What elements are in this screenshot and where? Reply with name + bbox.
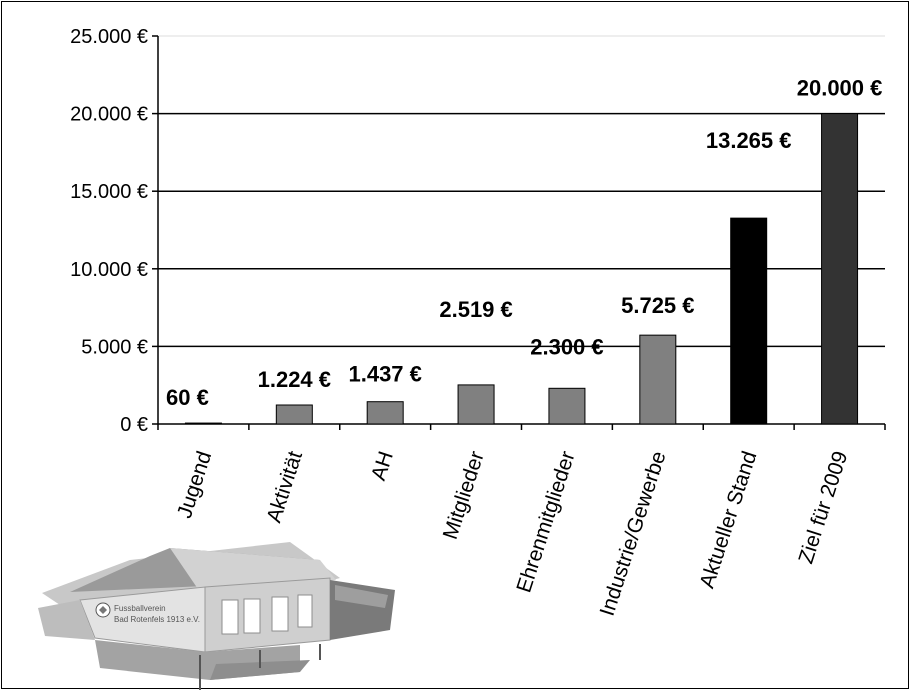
category-label: AH [367, 448, 398, 483]
logo-text-2: Bad Rotenfels 1913 e.V. [114, 615, 200, 624]
y-tick-label: 10.000 € [70, 259, 148, 281]
data-label: 20.000 € [797, 76, 883, 101]
category-label: Ziel für 2009 [794, 448, 852, 566]
bar-mitglieder [457, 384, 495, 425]
bar-industrie-gewerbe [639, 334, 677, 425]
y-tick-label: 25.000 € [70, 26, 148, 48]
bar-ehrenmitglieder [548, 387, 586, 425]
y-tick-labels: 0 € 5.000 € 10.000 € 15.000 € 20.000 € 25.000… [70, 26, 148, 436]
category-label: Industrie/Gewerbe [596, 448, 671, 618]
category-label: Mitglieder [439, 448, 489, 542]
data-label: 5.725 € [621, 293, 694, 318]
data-label: 2.300 € [530, 334, 603, 359]
y-tick-label: 15.000 € [70, 181, 148, 203]
clubhouse-illustration: Fussballverein Bad Rotenfels 1913 e.V. [38, 542, 395, 690]
bar-aktivit-t [275, 404, 313, 425]
gridlines [158, 35, 885, 348]
y-tick-label: 5.000 € [81, 336, 148, 358]
bar-jugend [184, 422, 222, 425]
category-label: Ehrenmitglieder [512, 448, 579, 595]
y-tick-label: 20.000 € [70, 104, 148, 126]
data-labels: 60 € 1.224 € 1.437 € 2.519 € 2.300 € 5.725 € 1… [166, 76, 882, 410]
category-label: Aktivität [262, 448, 307, 525]
data-label: 13.265 € [706, 128, 792, 153]
data-label: 1.224 € [258, 367, 331, 392]
data-label: 60 € [166, 385, 209, 410]
bars [184, 113, 859, 425]
y-tick-label: 0 € [120, 414, 148, 436]
data-label: 2.519 € [439, 297, 512, 322]
bar-aktueller-stand [730, 217, 768, 425]
logo-text-1: Fussballverein [114, 604, 166, 613]
bar-ah [366, 401, 404, 425]
category-label: Aktueller Stand [696, 448, 762, 591]
category-label: Jugend [173, 448, 216, 521]
data-label: 1.437 € [348, 362, 421, 387]
bar-ziel-f-r-2009 [821, 113, 859, 425]
